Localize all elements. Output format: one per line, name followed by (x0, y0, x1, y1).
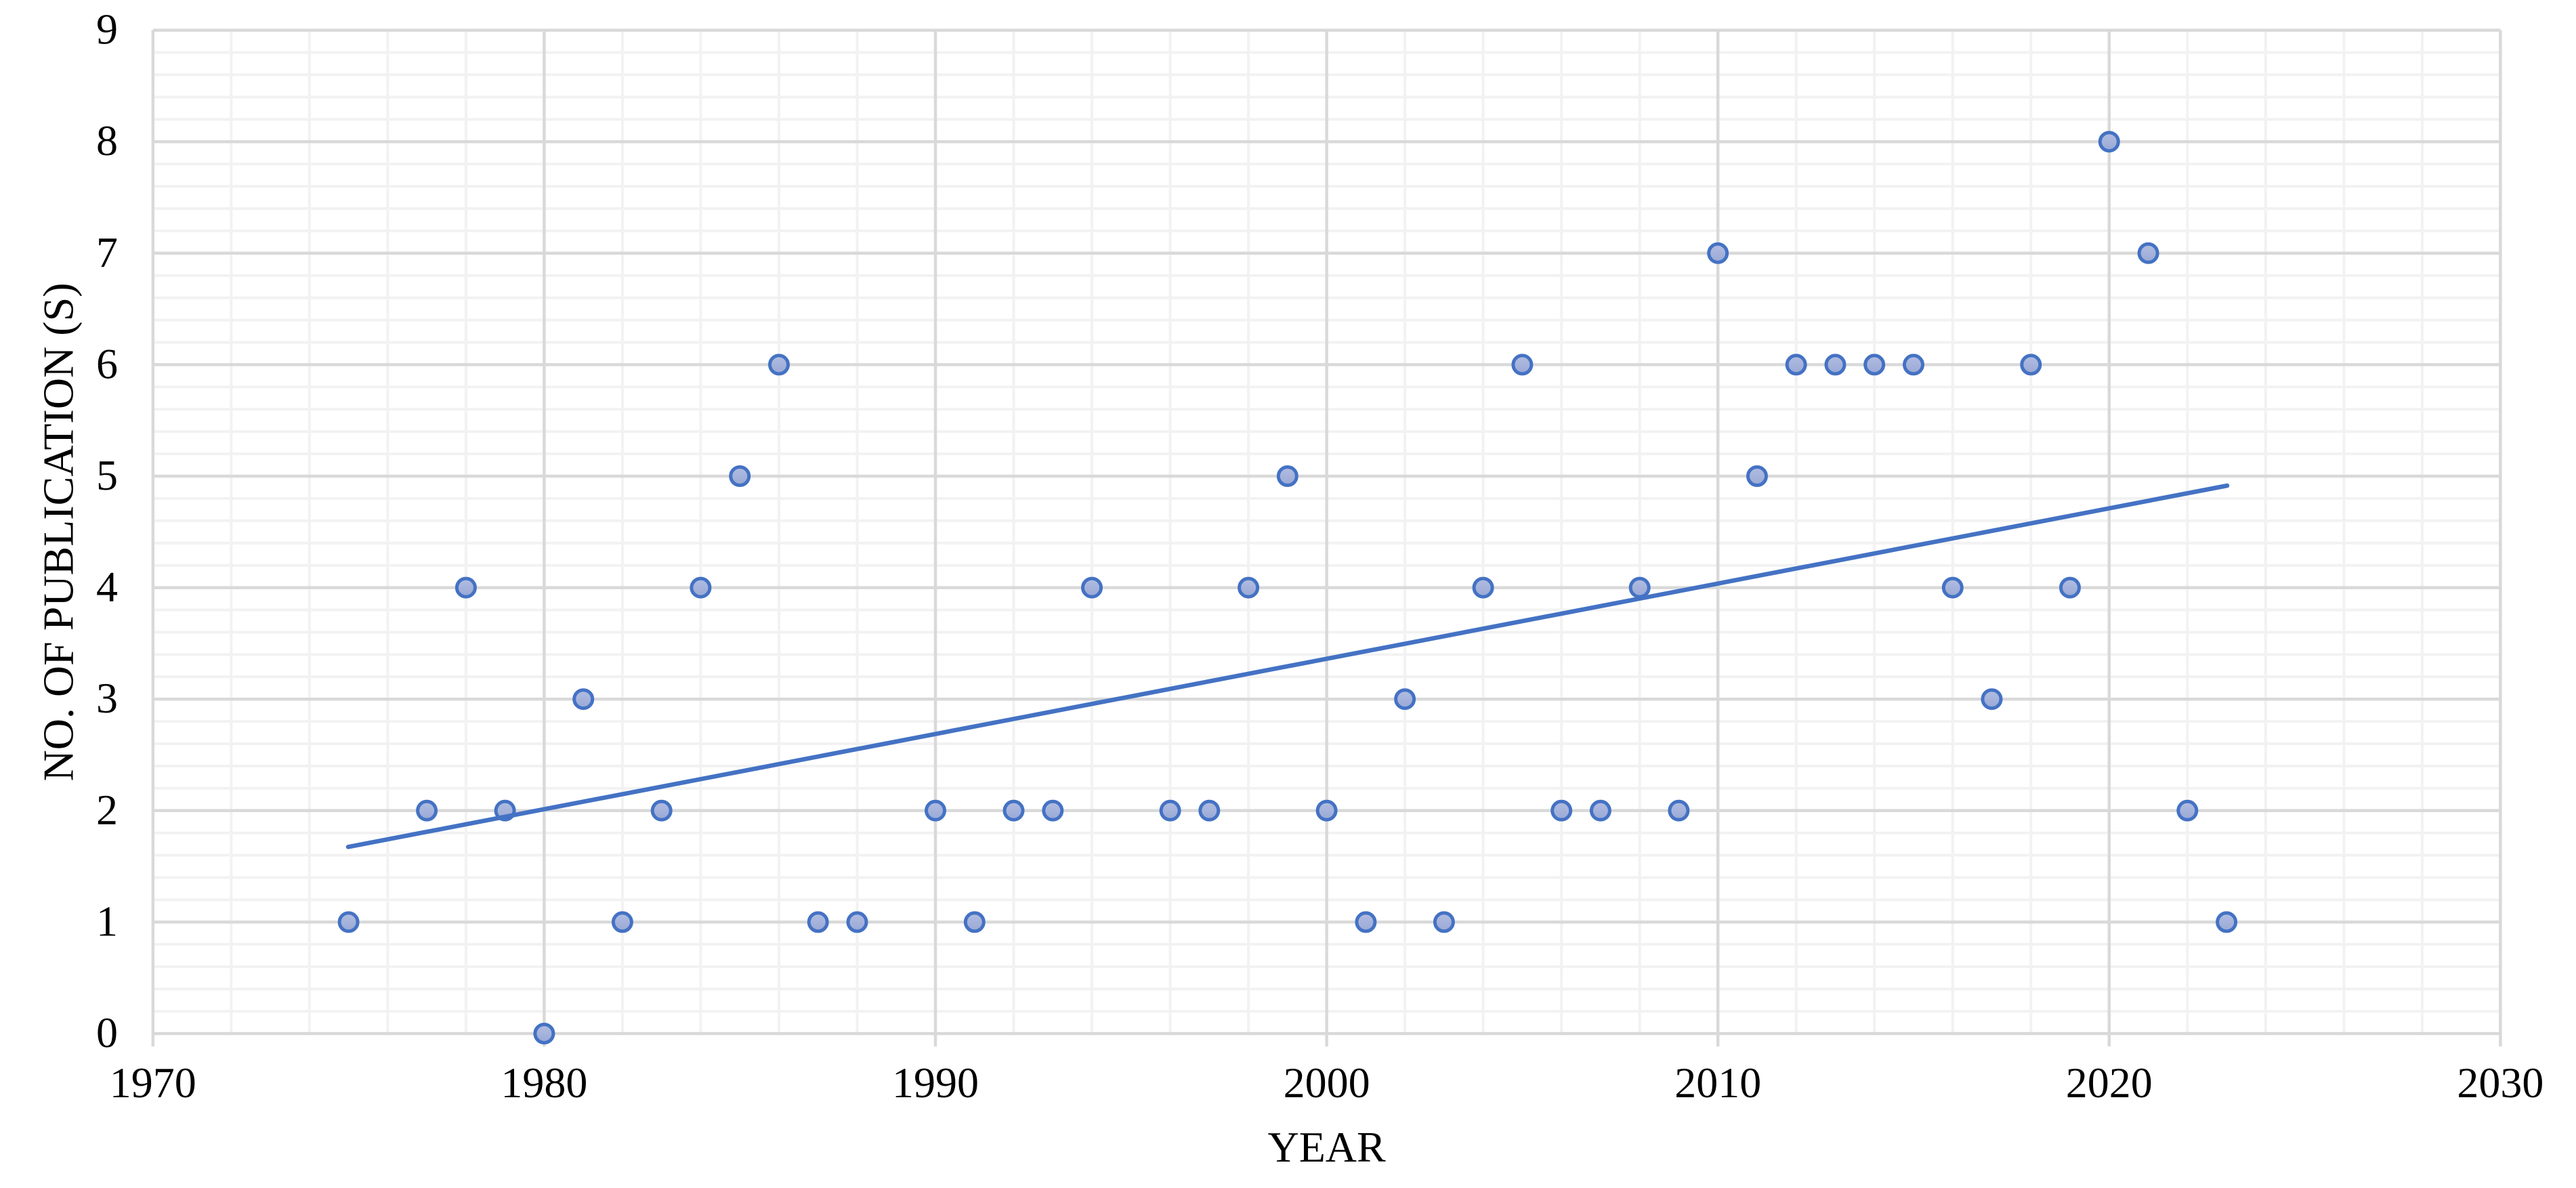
svg-text:2: 2 (96, 786, 118, 834)
svg-text:6: 6 (96, 339, 118, 387)
svg-text:7: 7 (96, 228, 118, 276)
svg-text:2030: 2030 (2457, 1059, 2543, 1107)
svg-text:1990: 1990 (892, 1059, 979, 1107)
svg-text:2020: 2020 (2066, 1059, 2153, 1107)
svg-text:2000: 2000 (1284, 1059, 1370, 1107)
svg-text:1980: 1980 (501, 1059, 587, 1107)
svg-text:3: 3 (96, 674, 118, 722)
svg-text:4: 4 (96, 563, 118, 611)
svg-text:8: 8 (96, 116, 118, 165)
svg-text:NO. OF PUBLICATION (S): NO. OF PUBLICATION (S) (35, 282, 83, 781)
svg-text:2010: 2010 (1674, 1059, 1761, 1107)
svg-text:0: 0 (96, 1009, 118, 1057)
svg-text:9: 9 (96, 5, 118, 54)
svg-text:1970: 1970 (110, 1059, 196, 1107)
svg-text:YEAR: YEAR (1267, 1123, 1386, 1171)
svg-text:1: 1 (96, 897, 118, 945)
svg-text:5: 5 (96, 451, 118, 499)
